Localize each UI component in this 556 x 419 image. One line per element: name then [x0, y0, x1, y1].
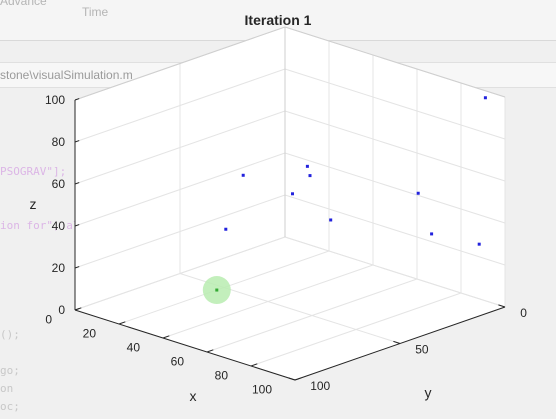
particle-point: [241, 173, 245, 177]
grid-line: [284, 236, 506, 308]
z-axis-label: z: [30, 196, 37, 212]
z-tick-label: 0: [58, 303, 65, 317]
z-tick-label: 80: [52, 135, 66, 149]
background-file-path: stone\visualSimulation.m: [0, 68, 133, 82]
z-tick-label: 20: [52, 261, 66, 275]
z-tick-label: 60: [52, 177, 66, 191]
code-line: go;: [0, 364, 20, 377]
particle-point: [430, 232, 434, 236]
grid-line: [74, 194, 286, 269]
x-tick-label: 60: [171, 354, 185, 368]
grid-line: [74, 68, 286, 143]
y-tick-label: 50: [415, 343, 429, 357]
grid-line: [74, 236, 286, 311]
x-axis-line: [74, 309, 296, 381]
x-tick-label: 80: [215, 368, 229, 382]
grid-line: [284, 110, 506, 182]
z-tick-mark: [74, 308, 80, 311]
box-edge: [284, 26, 506, 98]
background-tab-time[interactable]: Time: [82, 5, 109, 19]
particle-point: [291, 192, 294, 196]
background-tab-advance[interactable]: Advance: [0, 0, 47, 8]
chart-title: Iteration 1: [244, 12, 312, 28]
x-tick-mark: [162, 335, 170, 339]
z-tick-label: 100: [45, 93, 65, 107]
code-line: oc;: [0, 400, 20, 413]
grid-line: [284, 152, 506, 224]
y-tick-mark: [288, 377, 296, 381]
code-line: ();: [0, 328, 20, 341]
x-tick-label: 100: [252, 382, 272, 396]
code-line: on: [0, 382, 14, 395]
code-line: PSOGRAV"];: [0, 165, 67, 178]
back-wall-y: [285, 27, 505, 307]
grid-line: [284, 194, 506, 266]
z-tick-mark: [74, 224, 80, 227]
particle-point: [477, 242, 481, 246]
z-tick-mark: [74, 98, 80, 101]
z-tick-mark: [74, 266, 80, 269]
best-particle: [215, 288, 219, 292]
particle-point: [305, 164, 309, 168]
y-axis-label: y: [425, 385, 432, 401]
z-tick-mark: [74, 140, 80, 143]
particle-point: [329, 218, 333, 222]
grid-line: [74, 152, 286, 227]
grid-line: [284, 68, 506, 140]
x-tick-mark: [206, 349, 214, 353]
x-tick-mark: [250, 363, 258, 367]
x-tick-mark: [118, 321, 126, 325]
x-tick-label: 20: [83, 326, 97, 340]
particle-point: [483, 96, 487, 100]
x-tick-label: 40: [127, 340, 141, 354]
x-axis-label: x: [190, 388, 197, 404]
x-tick-label: 0: [45, 312, 52, 326]
y-tick-label: 0: [520, 306, 527, 320]
z-tick-label: 40: [52, 219, 66, 233]
z-tick-mark: [74, 182, 80, 185]
particle-point: [416, 191, 420, 195]
y-tick-mark: [498, 304, 506, 308]
particle-point: [308, 174, 312, 178]
y-tick-label: 100: [310, 379, 330, 393]
grid-line: [74, 110, 286, 185]
particle-point: [224, 227, 228, 231]
box-edge: [74, 26, 286, 101]
x-tick-mark: [294, 377, 302, 381]
y-tick-mark: [393, 340, 401, 344]
